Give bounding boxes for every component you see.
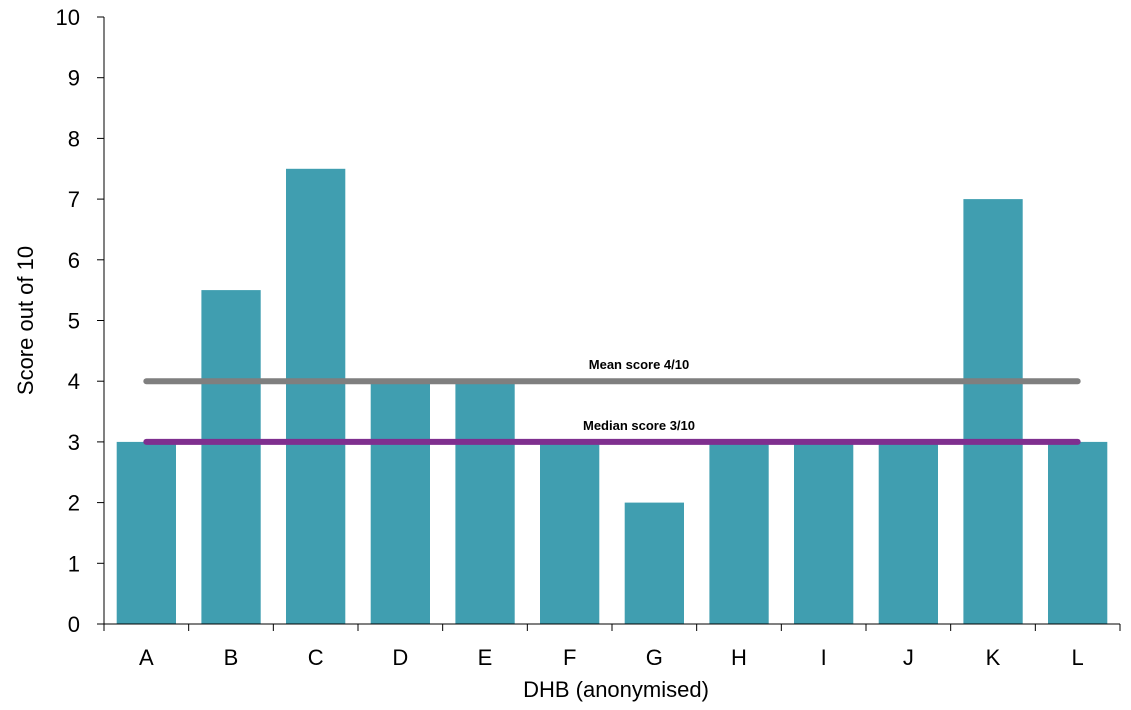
y-tick-label: 7: [68, 187, 80, 212]
reference-lines-layer: Mean score 4/10 Median score 3/10: [143, 357, 1081, 445]
x-tick-label-H: H: [731, 645, 747, 670]
bar-C: [286, 168, 346, 625]
bar-G: [624, 502, 684, 624]
x-tick-label-G: G: [646, 645, 663, 670]
mean-score-label: Mean score 4/10: [589, 357, 689, 372]
y-tick-label: 6: [68, 248, 80, 273]
bar-B: [201, 290, 261, 624]
y-tick-label: 3: [68, 430, 80, 455]
x-tick-label-K: K: [986, 645, 1001, 670]
ticks-layer: 0 1 2 3 4 5 6 7 8 9 10 A B C D E F G H I J K L: [56, 5, 1121, 670]
y-tick-label: 4: [68, 369, 80, 394]
bar-H: [709, 441, 769, 624]
x-tick-label-F: F: [563, 645, 576, 670]
y-tick-label: 0: [68, 612, 80, 637]
x-tick-label-I: I: [821, 645, 827, 670]
bar-F: [540, 441, 600, 624]
y-tick-label: 2: [68, 491, 80, 516]
y-axis-title: Score out of 10: [13, 246, 38, 395]
bar-A: [116, 441, 176, 624]
x-tick-label-A: A: [139, 645, 154, 670]
y-tick-label: 9: [68, 66, 80, 91]
bar-I: [794, 441, 854, 624]
x-axis-title: DHB (anonymised): [523, 677, 709, 702]
bar-J: [878, 441, 938, 624]
median-score-label: Median score 3/10: [583, 418, 695, 433]
bar-L: [1048, 441, 1108, 624]
bar-K: [963, 199, 1023, 624]
x-tick-label-C: C: [308, 645, 324, 670]
x-tick-label-B: B: [224, 645, 239, 670]
x-tick-label-L: L: [1072, 645, 1084, 670]
bars-layer: [116, 168, 1108, 625]
x-tick-label-E: E: [478, 645, 493, 670]
x-tick-label-D: D: [392, 645, 408, 670]
y-tick-label: 8: [68, 126, 80, 151]
x-tick-label-J: J: [903, 645, 914, 670]
y-tick-label: 1: [68, 551, 80, 576]
bar-E: [455, 381, 515, 624]
y-tick-label: 5: [68, 309, 80, 334]
y-tick-label: 10: [56, 5, 80, 30]
bar-D: [370, 381, 430, 624]
